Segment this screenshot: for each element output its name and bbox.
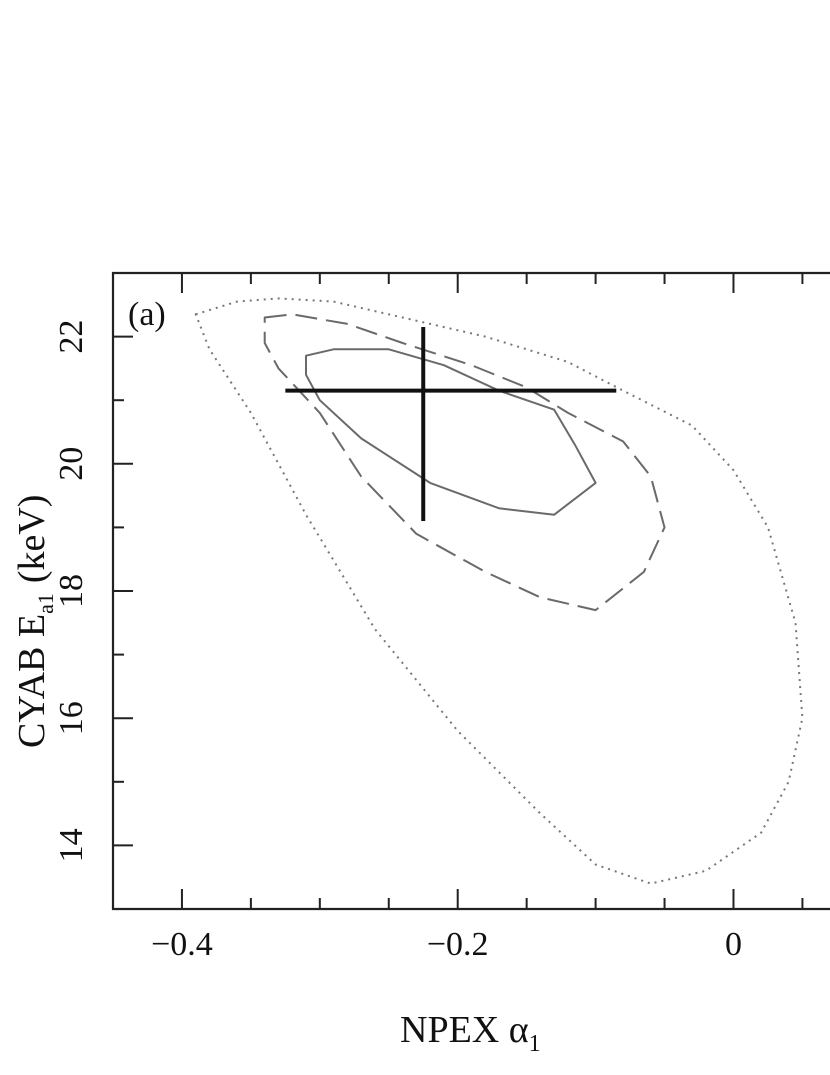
y-tick-label: 22 [53, 320, 90, 354]
y-tick-label: 18 [53, 574, 90, 608]
x-tick-label: −0.4 [151, 926, 213, 963]
best-fit-error-bars [285, 327, 617, 522]
contour-dotted [194, 297, 804, 885]
y-tick-label: 16 [53, 701, 90, 735]
plot-axes [111, 271, 830, 911]
panel-label: (a) [128, 296, 166, 333]
y-axis-title-main: CYAB E [11, 614, 53, 748]
confidence-contours [194, 297, 804, 885]
plot-frame [111, 271, 830, 911]
axis-ticks [113, 273, 804, 909]
axis-tick-labels: −0.4 −0.2 0 14 16 18 20 22 [53, 320, 742, 963]
x-tick-label: 0 [725, 926, 742, 963]
y-axis-title-subscript: a1 [33, 593, 58, 614]
y-axis-title-unit: (keV) [11, 495, 53, 584]
x-axis-title-subscript: 1 [529, 1031, 541, 1057]
x-axis-title: NPEX α1 [400, 1009, 541, 1057]
y-axis-title: CYAB Ea1 (keV) [11, 495, 58, 748]
contour-dashed [263, 313, 666, 612]
y-tick-label: 20 [53, 447, 90, 481]
x-tick-label: −0.2 [427, 926, 489, 963]
x-axis-title-main: NPEX α [400, 1009, 529, 1051]
y-tick-label: 14 [53, 828, 90, 862]
contour-solid [305, 348, 597, 516]
